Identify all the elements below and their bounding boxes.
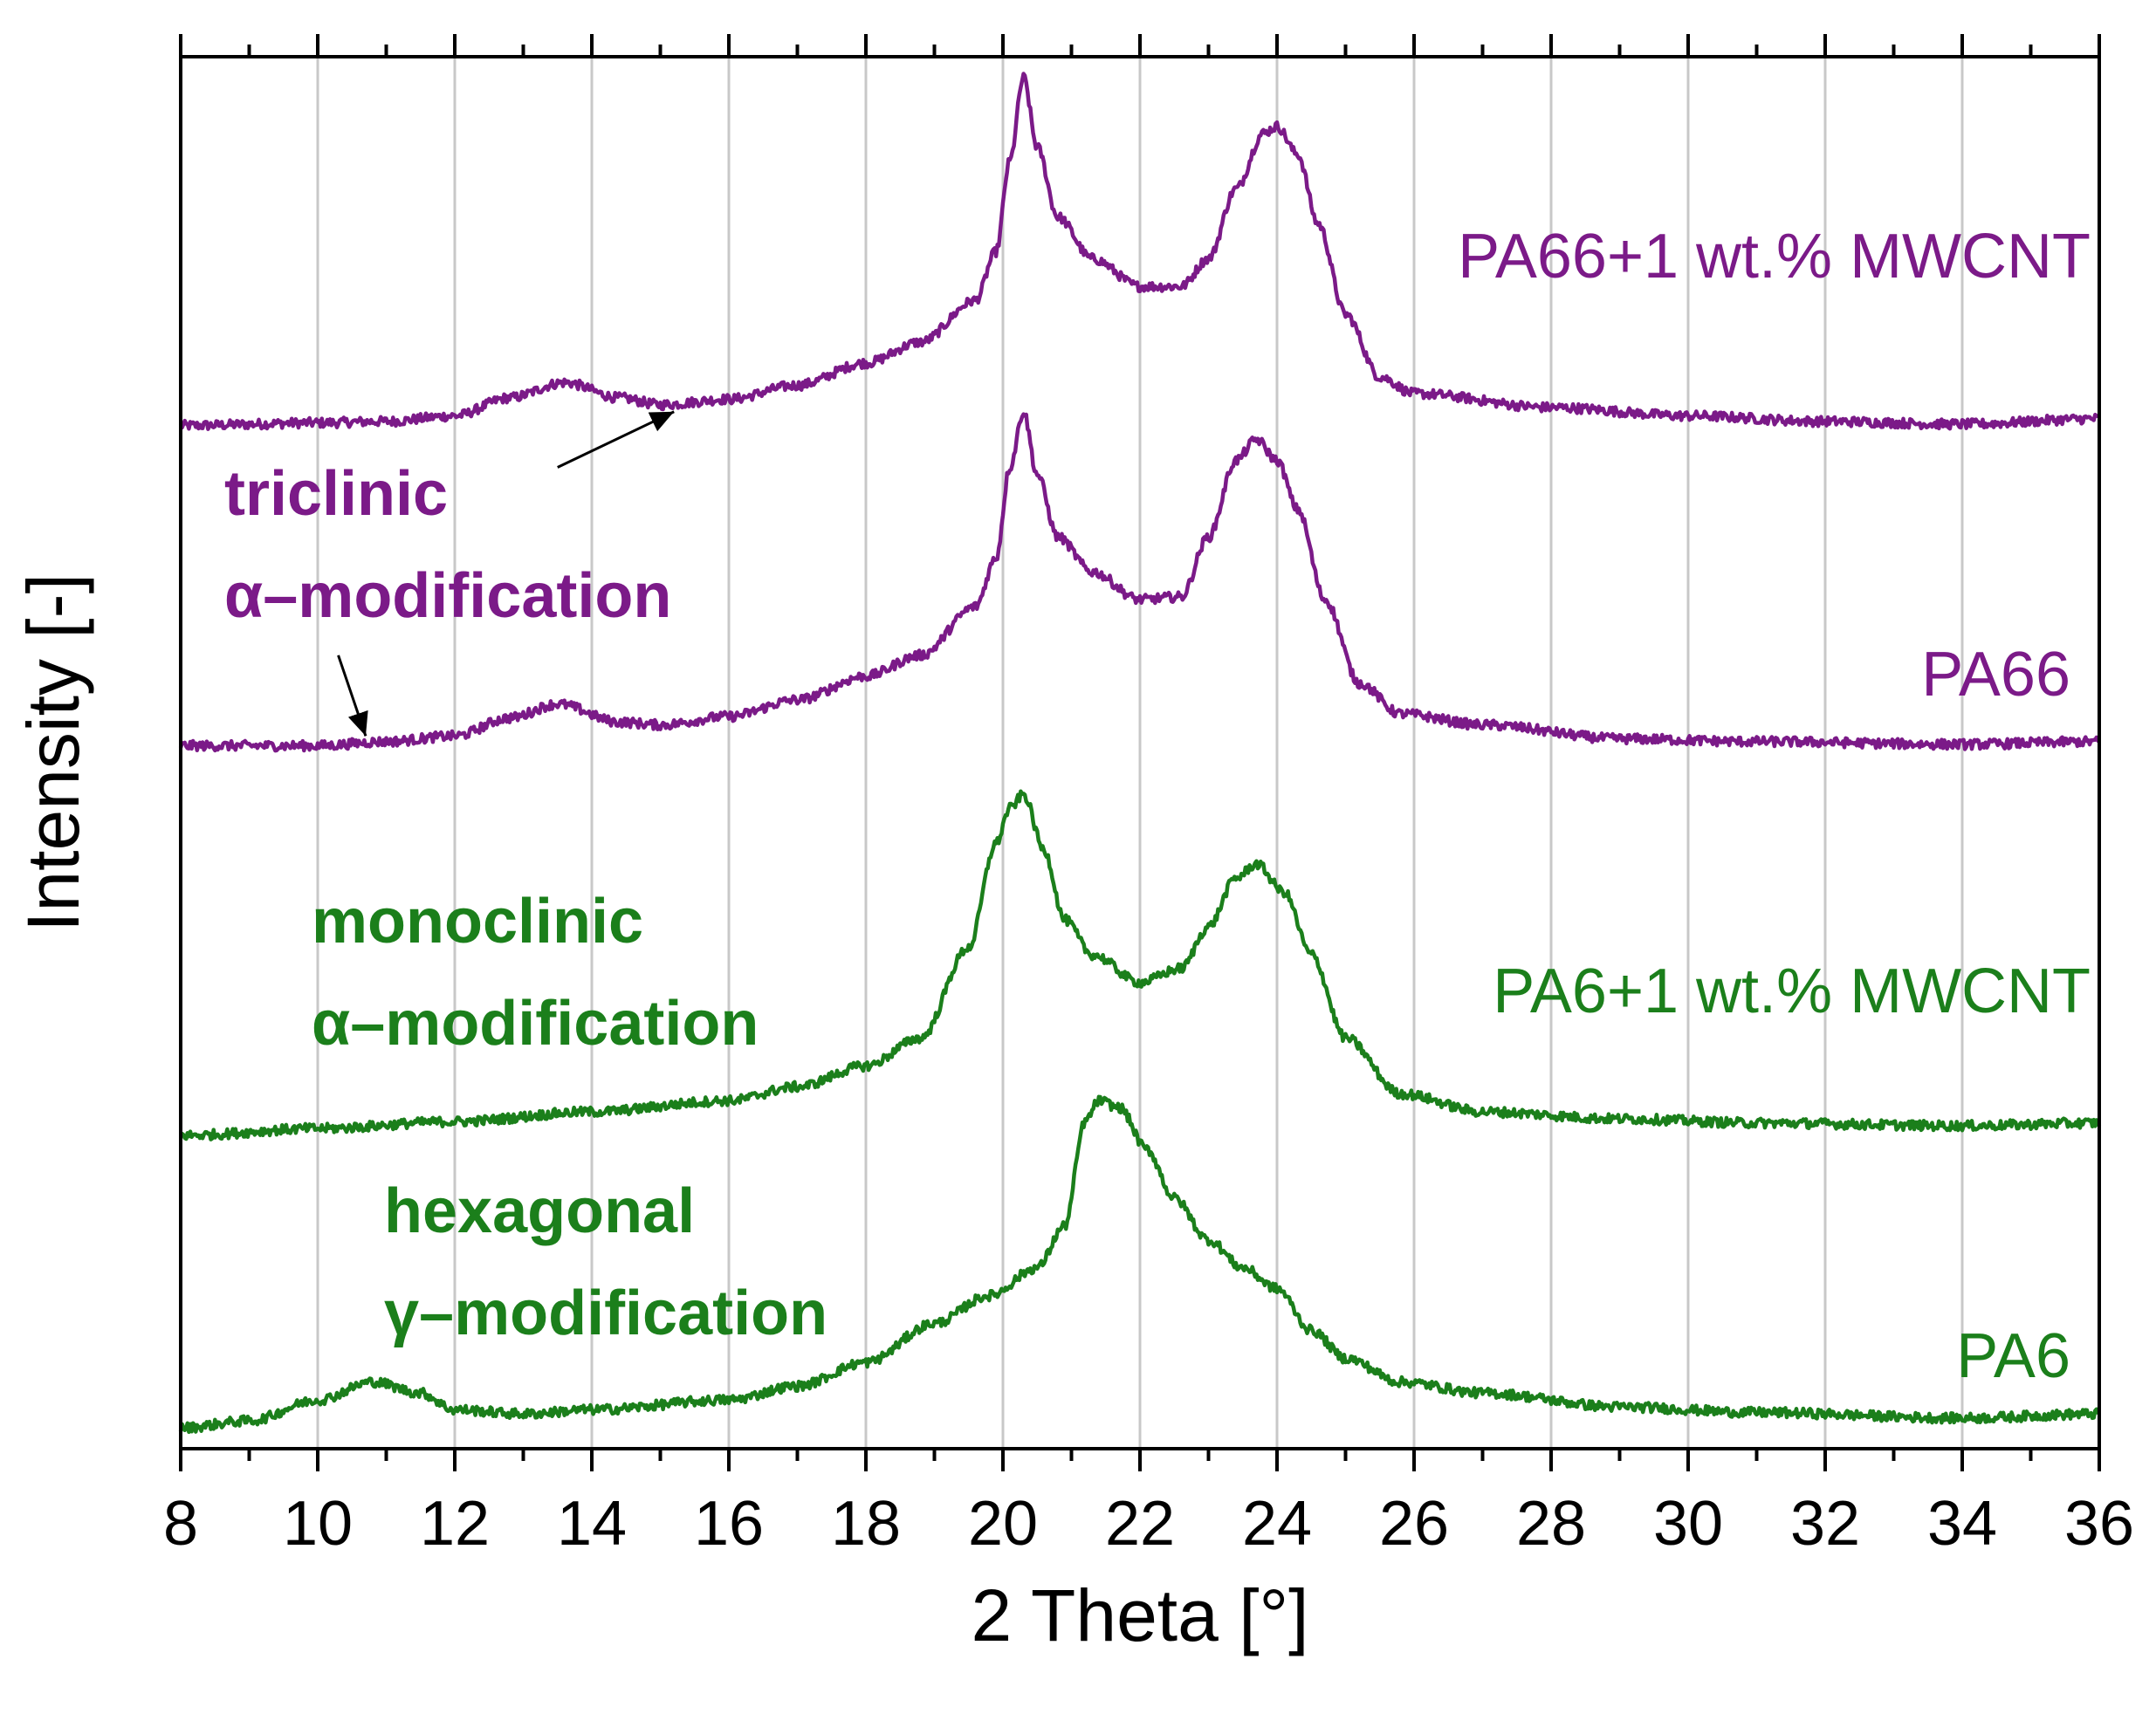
annotation-hexagonal: hexagonal <box>384 1176 695 1246</box>
annotation-hexagonal-modification: γ–modification <box>384 1279 827 1348</box>
series-label-pa66-mwcnt: PA66+1 wt.% MWCNT <box>1458 222 2091 291</box>
x-tick-label: 10 <box>283 1489 353 1559</box>
x-tick-label: 22 <box>1105 1489 1175 1559</box>
annotation-arrows <box>337 410 675 737</box>
x-tick-labels: 8 10 12 14 16 18 20 22 24 26 28 30 32 34 36 <box>163 1489 2134 1559</box>
x-tick-label: 30 <box>1653 1489 1723 1559</box>
annotation-triclinic-modification: α–modification <box>224 561 671 631</box>
annotation-arrow <box>337 655 368 737</box>
x-tick-label: 26 <box>1379 1489 1449 1559</box>
series-line-1 <box>178 412 2101 753</box>
x-tick-label: 18 <box>831 1489 901 1559</box>
series-line-3 <box>178 1094 2101 1435</box>
series-label-pa6: PA6 <box>1956 1321 2070 1391</box>
x-tick-label: 34 <box>1927 1489 1997 1559</box>
series-label-pa6-mwcnt: PA6+1 wt.% MWCNT <box>1493 956 2091 1026</box>
x-tick-label: 12 <box>420 1489 490 1559</box>
x-tick-label: 16 <box>694 1489 764 1559</box>
axis-ticks <box>179 34 2101 1471</box>
y-axis-title: Intensity [-] <box>12 573 94 932</box>
annotation-monoclinic-modification: α–modification <box>312 989 759 1059</box>
x-tick-label: 36 <box>2064 1489 2134 1559</box>
series-lines <box>178 72 2102 1435</box>
annotation-triclinic: triclinic <box>224 459 448 529</box>
x-axis-title: 2 Theta [°] <box>972 1574 1309 1656</box>
x-tick-label: 8 <box>163 1489 198 1559</box>
series-label-pa66: PA66 <box>1921 640 2070 710</box>
x-tick-label: 20 <box>968 1489 1038 1559</box>
annotation-monoclinic: monoclinic <box>312 887 643 956</box>
grid-lines <box>316 57 1964 1449</box>
x-tick-label: 14 <box>557 1489 627 1559</box>
series-line-2 <box>180 789 2102 1142</box>
x-tick-label: 28 <box>1516 1489 1586 1559</box>
series-line-0 <box>178 72 2100 431</box>
x-tick-label: 32 <box>1790 1489 1860 1559</box>
annotation-arrow <box>557 410 675 469</box>
x-tick-label: 24 <box>1242 1489 1312 1559</box>
